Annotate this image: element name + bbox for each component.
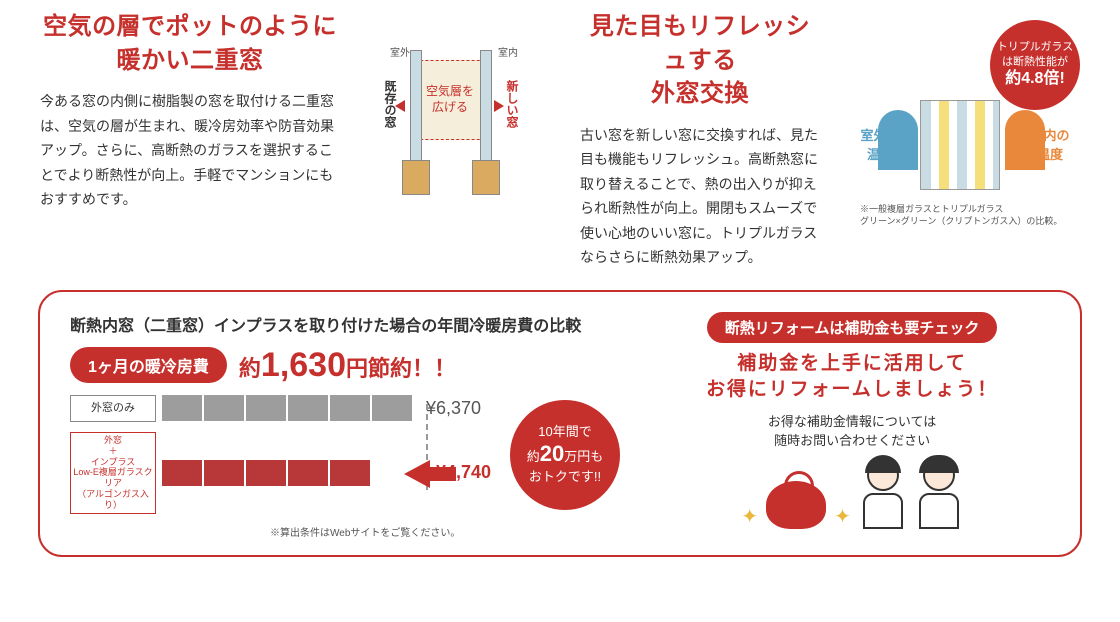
subsidy-pill: 断熱リフォームは補助金も要チェック [707,312,998,343]
arrow-out-icon [395,100,405,112]
performance-badge: トリプルガラス は断熱性能が 約4.8倍! [990,20,1080,110]
bar-segment [162,460,202,486]
right-title-l1: 見た目もリフレッシュする [590,13,810,74]
monthly-pill: 1ヶ月の暖冷房費 [70,347,227,383]
badge-big: 約4.8倍! [1005,69,1065,90]
double-window-diagram: 室外 室内 空気層を 広げる 既存の窓 新しい窓 [360,10,540,270]
person-woman-icon [915,459,963,529]
circle-big-row: 約20万円も [527,440,604,469]
bar-segment [288,460,328,486]
left-title-l1: 空気の層でポットのように [43,13,337,40]
top-section: 空気の層でポットのように 暖かい二重窓 今ある窓の内側に樹脂製の窓を取付ける二重… [0,0,1120,280]
sparkle-icon: ✦ [741,504,758,529]
bar-segment [330,460,370,486]
ten-year-badge: 10年間で 約20万円も おトクです!! [510,400,620,510]
label-outside: 室外 [390,44,410,59]
left-title-l2: 暖かい二重窓 [117,47,264,74]
savings-text: 約1,630円節約！！ [239,346,456,385]
bar1-value: ¥6,370 [426,398,481,419]
bar1-track [162,395,412,421]
bar2-label: 外窓 ＋ インプラス Low-E複層ガラスクリア （アルゴンガス入り） [70,432,156,514]
circle-l1: 10年間で [538,424,591,441]
air-layer-box: 空気層を 広げる [410,60,490,140]
arrow-in-icon [494,100,504,112]
savings-row: 1ヶ月の暖冷房費 約1,630円節約！！ [70,346,624,385]
right-title-l2: 外窓交換 [651,80,749,107]
cost-comparison: 断熱内窓（二重窓）インプラスを取り付けた場合の年間冷暖房費の比較 1ヶ月の暖冷房… [70,312,624,539]
left-column: 空気の層でポットのように 暖かい二重窓 今ある窓の内側に樹脂製の窓を取付ける二重… [40,10,540,270]
savings-amount: 1,630 [261,346,346,384]
bar-segment [246,460,286,486]
purse-icon [766,481,826,529]
badge-l1: トリプルガラス [997,40,1073,54]
bar2-track [162,460,370,486]
person-man-icon [859,459,907,529]
bottom-panel: 断熱内窓（二重窓）インプラスを取り付けた場合の年間冷暖房費の比較 1ヶ月の暖冷房… [38,290,1082,557]
bar-segment [204,395,244,421]
left-text: 空気の層でポットのように 暖かい二重窓 今ある窓の内側に樹脂製の窓を取付ける二重… [40,10,340,270]
subsidy-headline: 補助金を上手に活用して お得にリフォームしましょう！ [654,351,1050,404]
bar-segment [288,395,328,421]
right-body: 古い窓を新しい窓に交換すれば、見た目も機能もリフレッシュ。高断熱窓に取り替えるこ… [580,123,820,270]
bar-segment [330,395,370,421]
chart-footnote: ※算出条件はWebサイトをご覧ください。 [270,524,624,539]
triple-glass-diagram: トリプルガラス は断熱性能が 約4.8倍! 室外の温度 室内の温度 ※一般複層ガ… [840,10,1080,270]
frame-left [402,160,430,195]
left-body: 今ある窓の内側に樹脂製の窓を取付ける二重窓は、空気の層が生まれ、暖冷房効率や防音… [40,89,340,212]
right-title: 見た目もリフレッシュする 外窓交換 [580,10,820,111]
bar-segment [372,395,412,421]
label-inside: 室内 [498,44,518,59]
right-text: 見た目もリフレッシュする 外窓交換 古い窓を新しい窓に交換すれば、見た目も機能も… [580,10,820,270]
reduction-arrow-icon [404,460,430,488]
bar-segment [204,460,244,486]
bar1-label: 外窓のみ [70,395,156,422]
triple-glass-icon [920,100,1000,190]
label-new-window: 新しい窓 [504,80,521,128]
left-title: 空気の層でポットのように 暖かい二重窓 [40,10,340,77]
inside-temp-label: 室内の温度 [1025,125,1075,163]
diagram-footnote: ※一般複層ガラスとトリプルガラス グリーン×グリーン（クリプトンガス入）の比較。 [860,203,1062,228]
subsidy-info: 断熱リフォームは補助金も要チェック 補助金を上手に活用して お得にリフォームしま… [654,312,1050,539]
sparkle-icon: ✦ [834,504,851,529]
frame-right [472,160,500,195]
subsidy-sub: お得な補助金情報については 随時お問い合わせください [654,412,1050,451]
right-column: 見た目もリフレッシュする 外窓交換 古い窓を新しい窓に交換すれば、見た目も機能も… [580,10,1080,270]
cold-arrow-icon [878,110,918,170]
bar-segment [246,395,286,421]
bar-segment [162,395,202,421]
subsidy-illustration: ✦ ✦ [654,459,1050,529]
badge-l2: は断熱性能が [1002,55,1068,69]
chart-title: 断熱内窓（二重窓）インプラスを取り付けた場合の年間冷暖房費の比較 [70,312,624,336]
circle-l4: おトクです!! [529,469,601,486]
